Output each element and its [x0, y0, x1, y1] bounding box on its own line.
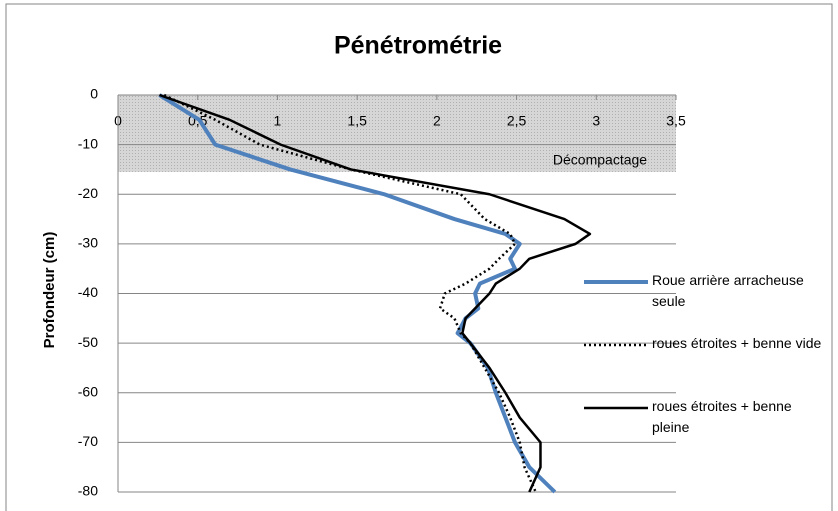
band-label: Décompactage	[553, 152, 647, 168]
legend-entry: roues étroites + benne pleine	[652, 398, 792, 435]
x-tick-label: 1	[274, 113, 282, 129]
chart-title: Pénétrométrie	[334, 32, 502, 60]
y-tick-label: -70	[78, 433, 98, 449]
series-line	[158, 93, 557, 494]
x-tick-label: 2	[433, 113, 441, 129]
x-tick-label: 2,5	[507, 113, 527, 129]
series-line	[159, 93, 592, 493]
y-tick-label: -30	[78, 235, 98, 251]
series-line	[163, 93, 537, 493]
x-tick-label: 3,5	[666, 113, 686, 129]
y-tick-label: -80	[78, 483, 98, 499]
legend-entry: roues étroites + benne vide	[652, 335, 822, 351]
y-axis-label: Profondeur (cm)	[41, 232, 58, 349]
y-tick-label: -50	[78, 334, 98, 350]
y-tick-label: -40	[78, 284, 98, 300]
chart-frame	[5, 3, 833, 511]
y-tick-label: -60	[78, 383, 98, 399]
y-tick-label: -20	[78, 185, 98, 201]
x-tick-label: 3	[592, 113, 600, 129]
band	[118, 95, 676, 172]
legend-entry: Roue arrière arracheuse seule	[652, 272, 804, 309]
y-tick-label: -10	[78, 135, 98, 151]
x-tick-label: 1,5	[347, 113, 367, 129]
y-tick-label: 0	[90, 86, 98, 102]
